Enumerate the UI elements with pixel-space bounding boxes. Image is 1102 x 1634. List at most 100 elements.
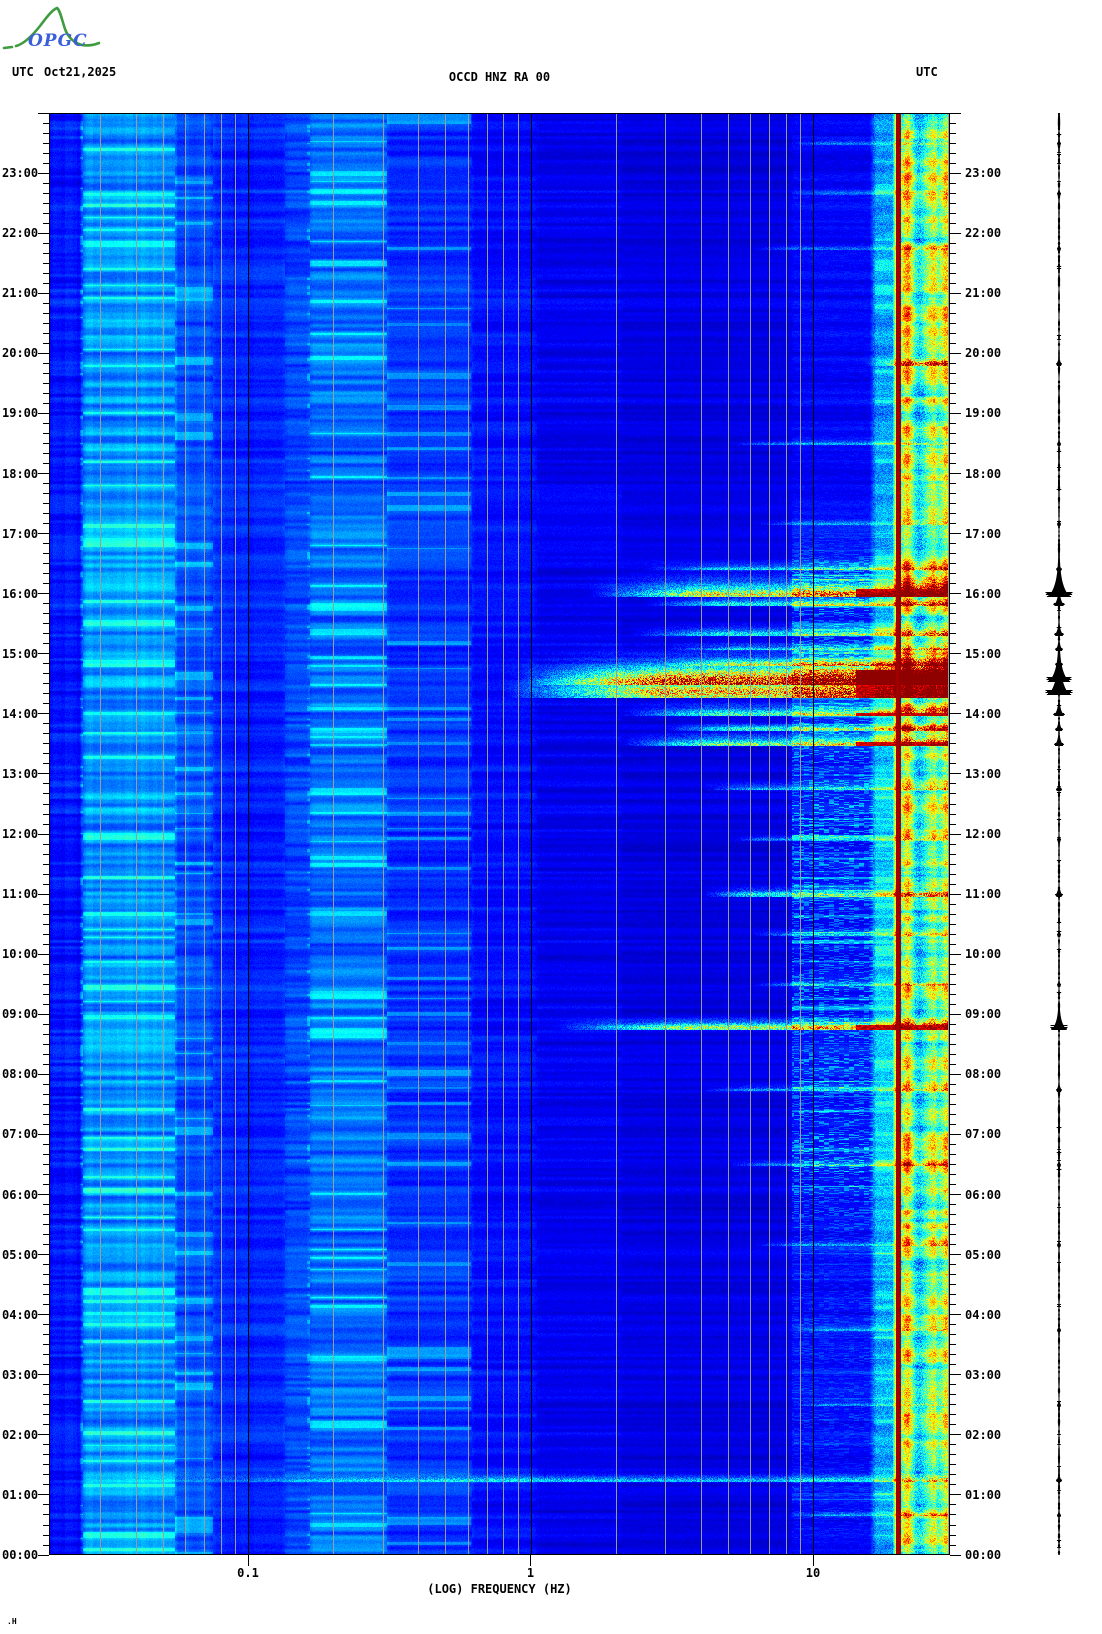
y-tick-left xyxy=(43,152,49,154)
hour-label-right: 22:00 xyxy=(965,226,1002,241)
y-tick-left xyxy=(43,1444,49,1446)
hour-label-right: 12:00 xyxy=(965,827,1002,841)
y-tick-left xyxy=(43,583,49,585)
y-tick-left xyxy=(43,1514,49,1516)
hour-label-right: 04:00 xyxy=(965,1307,1002,1322)
y-tick-right xyxy=(950,623,956,625)
y-tick-left xyxy=(43,543,49,545)
y-tick-right xyxy=(950,1244,956,1246)
y-tick-right xyxy=(950,653,961,655)
y-tick-left xyxy=(43,1304,49,1306)
y-tick-left xyxy=(43,553,49,555)
hour-label-right: 06:00 xyxy=(965,1187,1002,1202)
y-tick-left xyxy=(43,733,49,735)
y-tick-right xyxy=(950,973,956,975)
y-tick-left xyxy=(43,1454,49,1456)
y-tick-left xyxy=(43,1103,49,1105)
y-tick-right xyxy=(950,553,956,555)
y-tick-left xyxy=(38,232,49,234)
y-tick-right xyxy=(950,1374,961,1376)
y-tick-left xyxy=(43,993,49,995)
y-tick-right xyxy=(950,1023,956,1025)
spectrogram-heatmap xyxy=(49,113,950,1555)
y-tick-right xyxy=(950,1184,956,1185)
hour-label-left: 21:00 xyxy=(2,286,39,301)
x-tick-label: 10 xyxy=(805,1566,821,1580)
y-tick-right xyxy=(950,372,956,374)
y-tick-right xyxy=(950,1334,956,1336)
y-tick-left xyxy=(43,1164,49,1165)
y-tick-right xyxy=(950,1204,956,1205)
y-tick-left xyxy=(43,1093,49,1095)
y-tick-right xyxy=(950,953,961,955)
y-tick-right xyxy=(950,583,956,585)
y-tick-right xyxy=(950,1354,956,1356)
hour-label-right: 13:00 xyxy=(965,766,1002,781)
y-tick-right xyxy=(950,723,956,725)
hour-label-right: 02:00 xyxy=(965,1427,1002,1442)
y-tick-right xyxy=(950,1053,956,1055)
y-tick-right xyxy=(950,1324,956,1326)
y-tick-right xyxy=(950,473,961,474)
y-tick-right xyxy=(950,122,956,124)
hour-label-left: 19:00 xyxy=(2,406,39,421)
y-tick-right xyxy=(950,773,961,775)
y-tick-right xyxy=(950,1434,961,1436)
y-tick-right xyxy=(950,1224,956,1225)
y-tick-right xyxy=(950,142,956,144)
y-tick-left xyxy=(43,192,49,194)
hour-label-right: 08:00 xyxy=(965,1067,1002,1082)
y-tick-left xyxy=(43,623,49,625)
y-tick-right xyxy=(950,643,956,645)
y-tick-left xyxy=(43,603,49,605)
y-tick-right xyxy=(950,312,956,314)
y-tick-right xyxy=(950,242,956,244)
y-tick-right xyxy=(950,1123,956,1125)
y-tick-right xyxy=(950,753,956,755)
y-tick-right xyxy=(950,422,956,424)
y-tick-left xyxy=(43,182,49,184)
y-tick-right xyxy=(950,853,956,855)
y-tick-left xyxy=(38,833,49,835)
y-tick-left xyxy=(43,1184,49,1185)
y-tick-right xyxy=(950,112,961,114)
seismogram-trace xyxy=(1013,113,1102,1555)
hour-label-right: 21:00 xyxy=(965,286,1002,301)
y-tick-left xyxy=(38,1374,49,1376)
y-tick-right xyxy=(950,663,956,665)
y-tick-left xyxy=(43,1264,49,1266)
y-tick-right xyxy=(950,493,956,494)
y-tick-left xyxy=(43,1354,49,1356)
y-tick-right xyxy=(950,963,956,965)
y-tick-left xyxy=(43,443,49,444)
y-tick-right xyxy=(950,1033,956,1035)
y-tick-left xyxy=(43,923,49,925)
y-tick-right xyxy=(950,332,956,334)
hour-label-left: 03:00 xyxy=(2,1367,39,1382)
hour-label-right: 05:00 xyxy=(965,1247,1002,1262)
y-tick-left xyxy=(43,723,49,725)
y-tick-left xyxy=(43,372,49,374)
y-tick-left xyxy=(38,1194,49,1195)
hour-label-right: 00:00 xyxy=(965,1548,1002,1562)
y-tick-right xyxy=(950,1254,961,1256)
plot-title-wrap: OCCD HNZ RA 00 xyxy=(49,66,950,85)
y-tick-right xyxy=(950,382,956,384)
hour-label-left: 02:00 xyxy=(2,1427,39,1442)
y-tick-right xyxy=(950,1043,956,1045)
y-tick-left xyxy=(43,342,49,344)
y-tick-left xyxy=(43,1414,49,1416)
y-tick-left xyxy=(43,402,49,404)
y-tick-left xyxy=(43,142,49,144)
y-tick-left xyxy=(43,973,49,975)
y-tick-right xyxy=(950,833,961,835)
y-tick-left xyxy=(43,463,49,464)
plot-title: OCCD HNZ RA 00 xyxy=(448,70,551,84)
y-tick-left xyxy=(43,743,49,745)
y-tick-right xyxy=(950,1103,956,1105)
hour-label-right: 20:00 xyxy=(965,346,1002,361)
y-tick-right xyxy=(950,943,956,945)
y-tick-left xyxy=(43,783,49,785)
y-tick-left xyxy=(43,633,49,635)
